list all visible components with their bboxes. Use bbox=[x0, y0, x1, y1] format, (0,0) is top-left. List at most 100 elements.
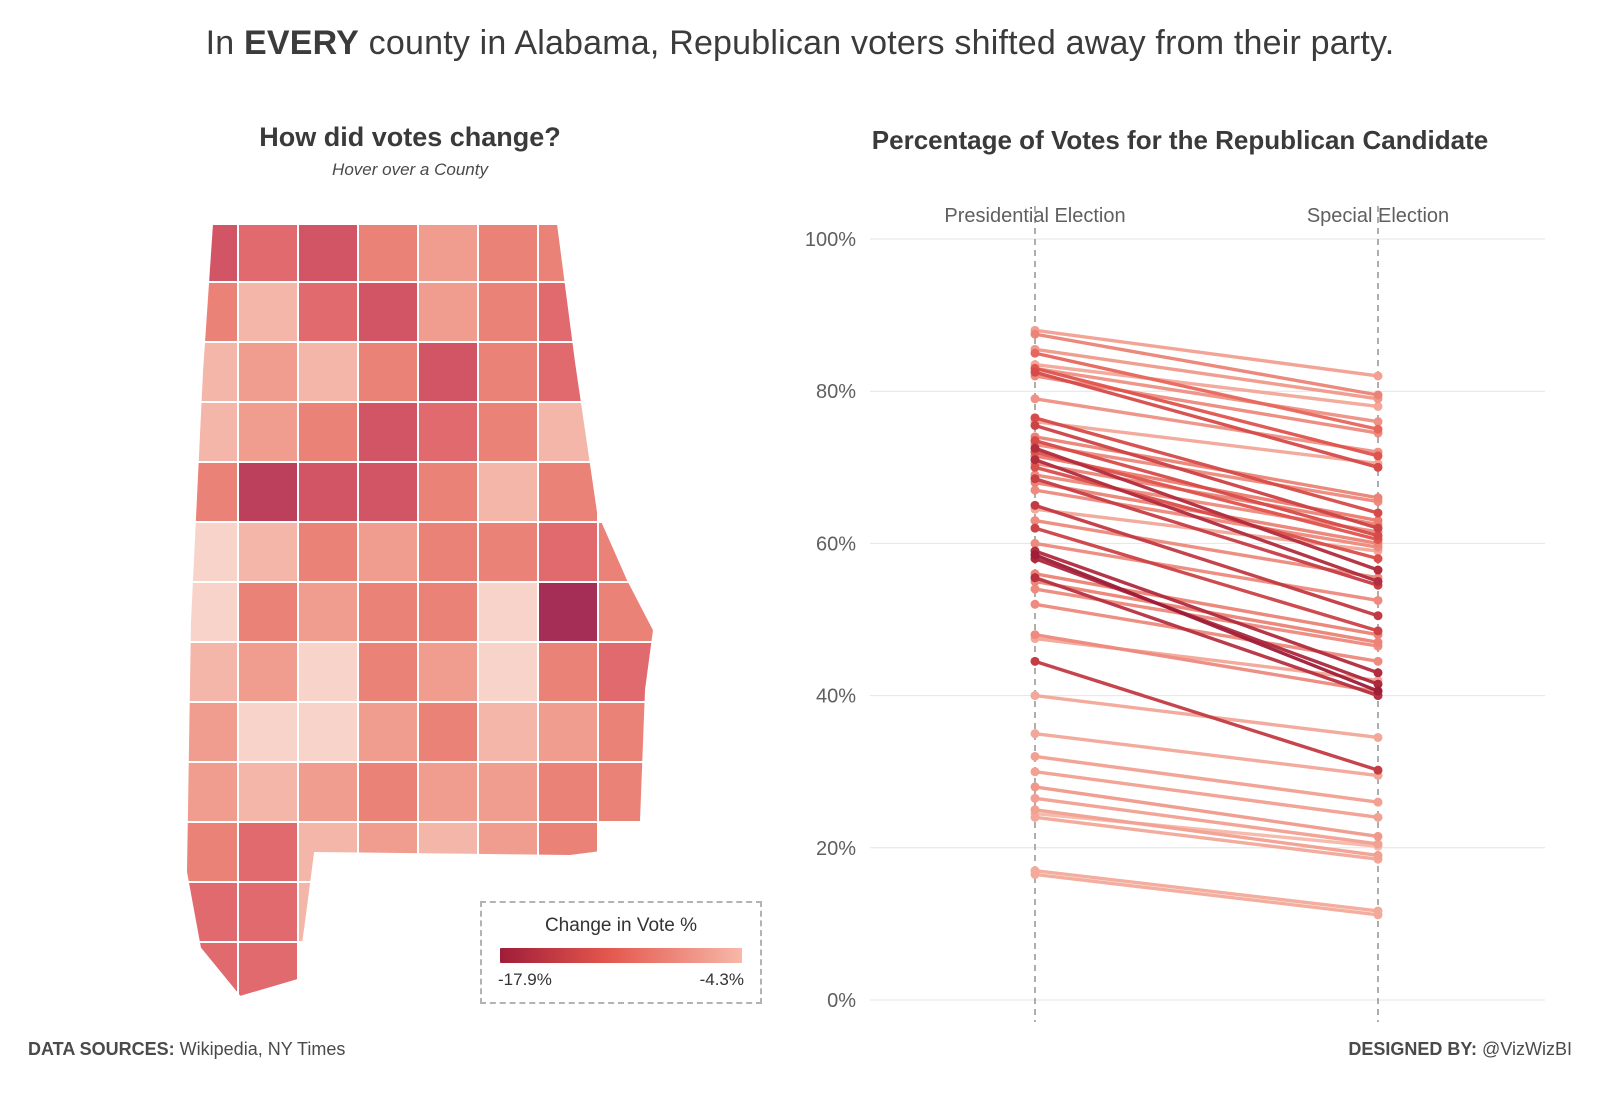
county-cell[interactable] bbox=[537, 281, 599, 343]
county-cell[interactable] bbox=[357, 821, 419, 883]
slope-line[interactable] bbox=[1033, 659, 1380, 772]
presidential-dot[interactable] bbox=[1030, 413, 1040, 423]
county-cell[interactable] bbox=[597, 581, 658, 643]
county-cell[interactable] bbox=[237, 401, 299, 463]
county-cell[interactable] bbox=[417, 461, 479, 523]
special-dot[interactable] bbox=[1373, 531, 1383, 541]
county-cell[interactable] bbox=[417, 701, 479, 763]
county-cell[interactable] bbox=[178, 401, 239, 463]
slope-line[interactable] bbox=[1033, 347, 1380, 401]
county-cell[interactable] bbox=[537, 521, 599, 583]
county-cell[interactable] bbox=[357, 641, 419, 703]
county-cell[interactable] bbox=[537, 821, 599, 883]
county-cell[interactable] bbox=[237, 761, 299, 823]
slope-line[interactable] bbox=[1033, 416, 1380, 515]
county-cell[interactable] bbox=[237, 881, 299, 943]
presidential-dot[interactable] bbox=[1030, 550, 1040, 560]
presidential-dot[interactable] bbox=[1030, 573, 1040, 583]
presidential-dot[interactable] bbox=[1030, 500, 1040, 510]
county-cell[interactable] bbox=[297, 521, 359, 583]
slope-line[interactable] bbox=[1033, 366, 1380, 424]
slope-line[interactable] bbox=[1033, 526, 1380, 633]
special-dot[interactable] bbox=[1373, 523, 1383, 533]
county-cell[interactable] bbox=[297, 641, 359, 703]
county-cell[interactable] bbox=[297, 341, 359, 403]
county-cell[interactable] bbox=[237, 941, 299, 1002]
county-cell[interactable] bbox=[357, 341, 419, 403]
special-dot[interactable] bbox=[1373, 417, 1383, 427]
slope-line[interactable] bbox=[1033, 754, 1380, 804]
county-cell[interactable] bbox=[357, 281, 419, 343]
presidential-dot[interactable] bbox=[1030, 793, 1040, 803]
county-cell[interactable] bbox=[417, 761, 479, 823]
slope-line[interactable] bbox=[1033, 370, 1380, 469]
slope-line[interactable] bbox=[1033, 633, 1380, 694]
slope-line[interactable] bbox=[1033, 351, 1380, 431]
county-cell[interactable] bbox=[357, 521, 419, 583]
county-cell[interactable] bbox=[477, 461, 539, 523]
special-dot[interactable] bbox=[1373, 668, 1383, 678]
slope-line[interactable] bbox=[1033, 446, 1380, 572]
county-cell[interactable] bbox=[237, 281, 299, 343]
special-dot[interactable] bbox=[1373, 812, 1383, 822]
presidential-dot[interactable] bbox=[1030, 523, 1040, 533]
county-cell[interactable] bbox=[297, 821, 359, 883]
county-cell[interactable] bbox=[537, 222, 599, 283]
county-cell[interactable] bbox=[297, 281, 359, 343]
special-dot[interactable] bbox=[1373, 371, 1383, 381]
special-dot[interactable] bbox=[1373, 797, 1383, 807]
presidential-dot[interactable] bbox=[1030, 538, 1040, 548]
county-cell[interactable] bbox=[237, 821, 299, 883]
county-cell[interactable] bbox=[178, 821, 239, 883]
county-cell[interactable] bbox=[477, 641, 539, 703]
county-cell[interactable] bbox=[357, 761, 419, 823]
slope-line[interactable] bbox=[1033, 438, 1380, 538]
county-cell[interactable] bbox=[417, 581, 479, 643]
special-dot[interactable] bbox=[1373, 516, 1383, 526]
county-cell[interactable] bbox=[417, 881, 479, 943]
special-dot[interactable] bbox=[1373, 451, 1383, 461]
county-cell[interactable] bbox=[417, 222, 479, 283]
county-cell[interactable] bbox=[237, 222, 299, 283]
county-cell[interactable] bbox=[357, 701, 419, 763]
presidential-dot[interactable] bbox=[1030, 367, 1040, 377]
slope-line[interactable] bbox=[1033, 575, 1380, 698]
slope-line[interactable] bbox=[1033, 362, 1380, 409]
county-cell[interactable] bbox=[237, 701, 299, 763]
county-cell[interactable] bbox=[297, 701, 359, 763]
slope-line[interactable] bbox=[1033, 796, 1380, 846]
county-cell[interactable] bbox=[178, 881, 239, 943]
county-cell[interactable] bbox=[417, 821, 479, 883]
special-dot[interactable] bbox=[1373, 656, 1383, 666]
presidential-dot[interactable] bbox=[1030, 394, 1040, 404]
presidential-dot[interactable] bbox=[1030, 599, 1040, 609]
special-dot[interactable] bbox=[1373, 401, 1383, 411]
presidential-dot[interactable] bbox=[1030, 420, 1040, 430]
slope-line[interactable] bbox=[1033, 541, 1380, 603]
presidential-dot[interactable] bbox=[1030, 516, 1040, 526]
county-cell[interactable] bbox=[597, 761, 658, 823]
presidential-dot[interactable] bbox=[1030, 474, 1040, 484]
slope-line[interactable] bbox=[1033, 374, 1380, 435]
special-dot[interactable] bbox=[1373, 831, 1383, 841]
presidential-dot[interactable] bbox=[1030, 584, 1040, 594]
special-dot[interactable] bbox=[1373, 462, 1383, 472]
slope-line[interactable] bbox=[1033, 770, 1380, 820]
slope-line[interactable] bbox=[1033, 872, 1380, 917]
county-cell[interactable] bbox=[178, 641, 239, 703]
special-dot[interactable] bbox=[1373, 910, 1383, 920]
county-cell[interactable] bbox=[537, 581, 599, 643]
county-cell[interactable] bbox=[357, 881, 419, 943]
slope-line[interactable] bbox=[1033, 488, 1380, 549]
slope-chart[interactable]: 0% 20% 40% 60% 80% 100% Presidential Election S… bbox=[800, 200, 1560, 1066]
county-cell[interactable] bbox=[237, 521, 299, 583]
slope-line[interactable] bbox=[1033, 366, 1380, 458]
county-cell[interactable] bbox=[297, 761, 359, 823]
slope-line[interactable] bbox=[1033, 465, 1380, 561]
special-dot[interactable] bbox=[1373, 576, 1383, 586]
slope-line[interactable] bbox=[1033, 549, 1380, 675]
county-cell[interactable] bbox=[417, 401, 479, 463]
slope-line[interactable] bbox=[1033, 731, 1380, 778]
county-cell[interactable] bbox=[178, 761, 239, 823]
county-cell[interactable] bbox=[417, 341, 479, 403]
